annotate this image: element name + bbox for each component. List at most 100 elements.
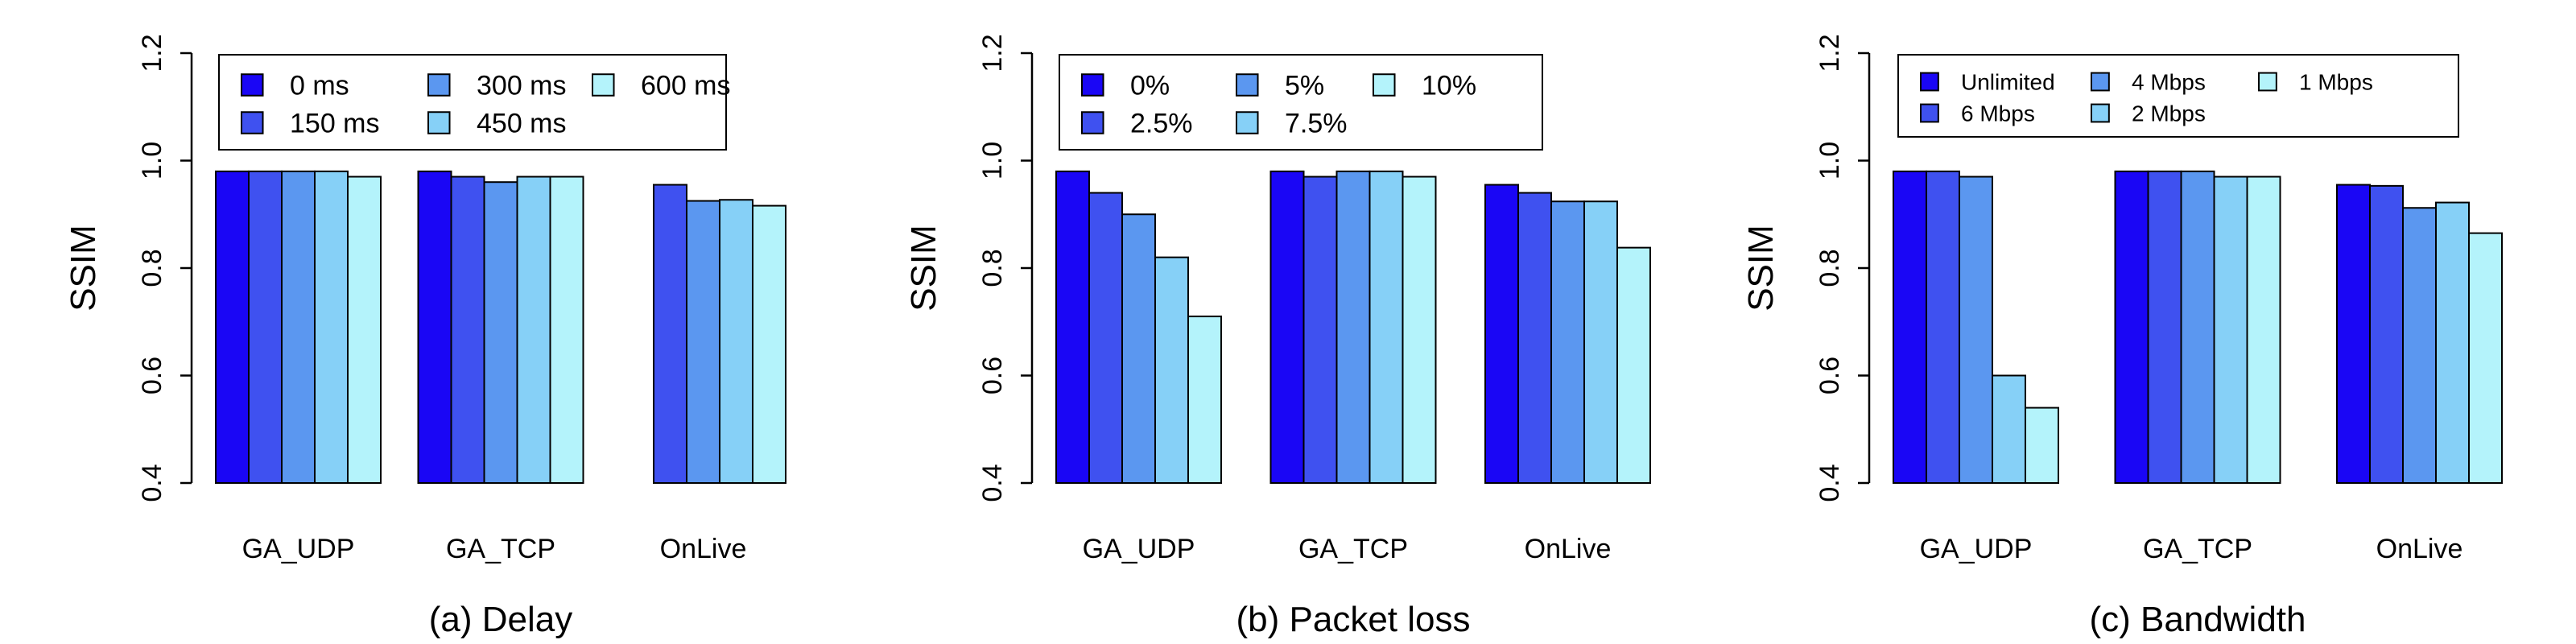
bar-onlive-2: [653, 184, 687, 484]
legend-swatch: [2091, 72, 2110, 92]
y-tick-label: 0.6: [137, 357, 167, 394]
legend-label: Unlimited: [1961, 70, 2055, 95]
bar-onlive-4: [2435, 201, 2470, 484]
x-tick-label: OnLive: [2376, 534, 2463, 564]
y-tick-label: 1.0: [137, 142, 167, 180]
chart-panel-3: 0.4 0.6 0.8 1.0 1.2 SSIM GA_UDP GA_TCP OnLive (c)…: [1741, 34, 2503, 639]
bar-onlive-3: [2402, 207, 2437, 484]
legend-label: 7.5%: [1285, 109, 1348, 139]
y-axis-label: SSIM: [64, 225, 103, 312]
legend-swatch: [1236, 73, 1259, 97]
legend-swatch: [241, 73, 264, 97]
y-tick-label: 0.6: [1814, 357, 1845, 394]
legend-swatch: [1236, 111, 1259, 134]
bar-ga_tcp-4: [516, 175, 551, 484]
legend-label: 2.5%: [1130, 109, 1193, 139]
bar-ga_udp-2: [248, 170, 283, 484]
x-tick-label: GA_UDP: [1083, 534, 1195, 564]
bar-ga_udp-1: [1893, 170, 1927, 484]
legend-label: 10%: [1422, 71, 1476, 101]
x-tick-label: GA_TCP: [1298, 534, 1408, 564]
bar-ga_udp-4: [1992, 374, 2026, 484]
y-tick-label: 0.4: [137, 464, 167, 502]
legend-swatch: [1920, 72, 1939, 92]
bar-ga_udp-2: [1088, 192, 1123, 485]
bar-ga_udp-4: [314, 170, 349, 484]
y-tick-label: 0.4: [977, 464, 1008, 502]
legend-label: 5%: [1285, 71, 1324, 101]
y-tick-label: 1.2: [137, 34, 167, 72]
chart-panel-2: 0.4 0.6 0.8 1.0 1.2 SSIM GA_UDP GA_TCP OnLive (b)…: [904, 34, 1651, 639]
legend-swatch: [2258, 72, 2277, 92]
bar-ga_udp-2: [1926, 170, 1960, 484]
bar-onlive-5: [1616, 246, 1651, 484]
y-tick-label: 0.4: [1814, 464, 1845, 502]
chart-panel-1: 0.4 0.6 0.8 1.0 1.2 SSIM GA_UDP GA_TCP OnLive (a)…: [64, 34, 786, 639]
legend-swatch: [427, 111, 451, 134]
x-tick-label: OnLive: [660, 534, 747, 564]
bar-ga_tcp-5: [2246, 175, 2281, 484]
y-tick-label: 0.8: [1814, 249, 1845, 287]
bar-ga_udp-3: [1959, 175, 1993, 484]
legend-swatch: [1373, 73, 1396, 97]
bar-ga_tcp-2: [450, 175, 485, 484]
x-tick-label: OnLive: [1525, 534, 1612, 564]
bar-ga_tcp-4: [1368, 170, 1404, 484]
bar-ga_tcp-1: [1269, 170, 1305, 484]
legend-box: [218, 54, 727, 151]
legend: 0% 2.5% 5% 7.5% 10%: [1059, 54, 1543, 151]
bar-onlive-5: [752, 204, 786, 484]
bar-ga_tcp-5: [549, 175, 584, 484]
bar-onlive-5: [2468, 232, 2503, 484]
legend-label: 2 Mbps: [2132, 101, 2206, 126]
bar-ga_tcp-3: [1335, 170, 1371, 484]
legend-label: 150 ms: [290, 109, 380, 139]
bar-ga_udp-5: [1187, 316, 1222, 485]
bar-ga_udp-4: [1154, 256, 1189, 484]
y-axis-label: SSIM: [1741, 225, 1781, 312]
bar-ga_tcp-4: [2213, 175, 2248, 484]
legend-swatch: [1081, 73, 1104, 97]
bar-ga_tcp-2: [2147, 170, 2182, 484]
bar-ga_udp-3: [1121, 213, 1156, 484]
y-tick-label: 1.2: [1814, 34, 1845, 72]
x-tick-label: GA_UDP: [1920, 534, 2033, 564]
bar-ga_tcp-3: [2180, 170, 2215, 484]
chart-caption: (a) Delay: [429, 600, 573, 639]
legend: Unlimited 6 Mbps 4 Mbps 2 Mbps 1 Mbps: [1897, 54, 2459, 138]
bar-ga_udp-3: [281, 170, 316, 484]
bar-ga_tcp-5: [1402, 175, 1437, 484]
chart-caption: (c) Bandwidth: [2089, 600, 2306, 639]
legend-label: 1 Mbps: [2299, 70, 2373, 95]
bar-ga_tcp-1: [2114, 170, 2149, 484]
legend-label: 4 Mbps: [2132, 70, 2206, 95]
legend-label: 300 ms: [477, 71, 567, 101]
legend-swatch: [1081, 111, 1104, 134]
legend-swatch: [241, 111, 264, 134]
bar-onlive-2: [2369, 184, 2404, 484]
legend-swatch: [427, 73, 451, 97]
legend-swatch: [2091, 103, 2110, 123]
legend-swatch: [1920, 103, 1939, 123]
bar-onlive-4: [1583, 200, 1618, 484]
x-tick-label: GA_UDP: [242, 534, 355, 564]
bar-ga_udp-5: [2025, 407, 2059, 484]
legend: 0 ms 150 ms 300 ms 450 ms 600 ms: [218, 54, 731, 151]
y-tick-label: 1.2: [977, 34, 1008, 72]
legend-box: [1897, 54, 2459, 138]
y-tick-label: 1.0: [1814, 142, 1845, 180]
legend-label: 600 ms: [641, 71, 731, 101]
bar-onlive-1: [1484, 184, 1519, 484]
bar-ga_tcp-2: [1302, 175, 1338, 484]
y-tick-label: 1.0: [977, 142, 1008, 180]
legend-label: 0 ms: [290, 71, 349, 101]
legend-box: [1059, 54, 1543, 151]
bar-ga_tcp-1: [417, 170, 452, 484]
x-tick-label: GA_TCP: [2143, 534, 2252, 564]
bar-onlive-3: [1550, 200, 1585, 484]
bar-onlive-4: [719, 199, 753, 484]
legend-swatch: [592, 73, 615, 97]
y-tick-label: 0.6: [977, 357, 1008, 394]
bar-onlive-1: [2336, 184, 2371, 484]
